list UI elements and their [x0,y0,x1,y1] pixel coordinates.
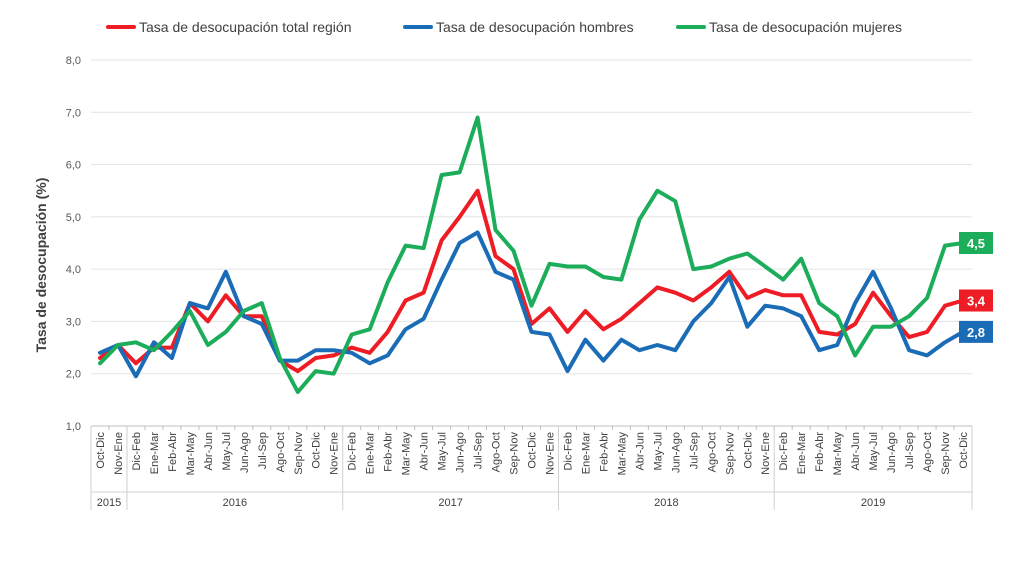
y-axis-label: Tasa de desocupación (%) [33,178,49,353]
y-tick-label: 8,0 [66,55,81,67]
x-tick-label: Feb-Abr [383,432,395,472]
x-tick-label: Feb-Abr [598,432,610,472]
year-label: 2016 [223,497,247,509]
y-tick-label: 1,0 [66,421,81,433]
x-tick-label: Nov-Ene [760,432,772,475]
x-tick-label: Ene-Mar [580,432,592,475]
end-label-value: 4,5 [967,236,985,251]
x-tick-label: Nov-Ene [329,432,341,475]
legend-entry: Tasa de desocupación total región [139,19,351,35]
x-tick-label: Sep-Nov [509,432,521,475]
y-axis-ticks: 1,0 2,0 3,0 4,0 5,0 6,0 7,0 8,0 [66,55,81,433]
x-tick-label: Ago-Oct [922,432,934,472]
x-tick-label: Jul-Sep [257,432,269,469]
x-tick-label: Ago-Oct [491,432,503,472]
end-labels: 3,4 2,8 4,5 [959,232,993,343]
x-tick-label: Feb-Abr [814,432,826,472]
y-tick-label: 5,0 [66,212,81,224]
x-tick-label: Mar-May [832,432,844,476]
x-tick-label: Oct-Dic [95,432,107,469]
y-tick-label: 6,0 [66,160,81,172]
x-tick-label: Feb-Abr [167,432,179,472]
y-tick-label: 3,0 [66,316,81,328]
y-tick-label: 7,0 [66,107,81,119]
x-tick-label: Jun-Ago [239,432,251,473]
year-label: 2018 [654,497,678,509]
y-tick-label: 4,0 [66,264,81,276]
legend-entry: Tasa de desocupación mujeres [709,19,902,35]
x-tick-label: Dic-Feb [131,432,143,471]
gridlines [91,59,972,427]
x-tick-label: Sep-Nov [293,432,305,475]
x-tick-label: Mar-May [401,432,413,476]
year-label: 2015 [97,497,121,509]
x-tick-label: Oct-Dic [311,432,323,469]
x-tick-label: Dic-Feb [562,432,574,471]
x-tick-label: Oct-Dic [742,432,754,469]
x-tick-label: Jun-Ago [455,432,467,473]
end-label-box [959,289,993,312]
x-tick-label: Ago-Oct [275,432,287,472]
end-label-value: 3,4 [967,294,986,309]
x-tick-label: Abr-Jun [419,432,431,471]
x-tick-label: Mar-May [185,432,197,476]
x-tick-label: Nov-Ene [113,432,125,475]
x-tick-label: Jul-Sep [688,432,700,469]
year-label: 2019 [861,497,885,509]
series-line-2 [98,115,965,394]
x-tick-label: Abr-Jun [634,432,646,471]
x-tick-label: Mar-May [616,432,628,476]
x-tick-label: Ago-Oct [706,432,718,472]
series-lines [98,115,965,394]
x-tick-label: Oct-Dic [958,432,970,469]
x-tick-label: May-Jul [437,432,449,471]
x-tick-label: Nov-Ene [544,432,556,475]
x-tick-label: Sep-Nov [940,432,952,475]
x-tick-label: Dic-Feb [778,432,790,471]
legend-entry: Tasa de desocupación hombres [436,19,634,35]
x-tick-label: Jul-Sep [904,432,916,469]
x-tick-label: Jun-Ago [670,432,682,473]
x-tick-label: May-Jul [652,432,664,471]
x-tick-label: Ene-Mar [365,432,377,475]
x-tick-label: May-Jul [868,432,880,471]
x-tick-label: Abr-Jun [203,432,215,471]
x-tick-label: Jul-Sep [473,432,485,469]
y-tick-label: 2,0 [66,369,81,381]
x-tick-label: Ene-Mar [149,432,161,475]
x-tick-label: May-Jul [221,432,233,471]
legend: Tasa de desocupación total región Tasa de… [106,19,902,35]
end-label-box [959,320,993,343]
x-tick-label: Dic-Feb [347,432,359,471]
x-axis: Oct-Dic Nov-Ene Dic-Feb Ene-Mar Feb-Abr Mar-M… [90,426,973,510]
end-label-box [959,232,993,254]
x-tick-label: Abr-Jun [850,432,862,471]
year-label: 2017 [438,497,462,509]
x-tick-label: Jun-Ago [886,432,898,473]
end-label-value: 2,8 [967,325,985,340]
x-tick-label: Ene-Mar [796,432,808,475]
x-tick-label: Oct-Dic [527,432,539,469]
series-line-1 [98,230,965,379]
x-tick-label: Sep-Nov [724,432,736,475]
